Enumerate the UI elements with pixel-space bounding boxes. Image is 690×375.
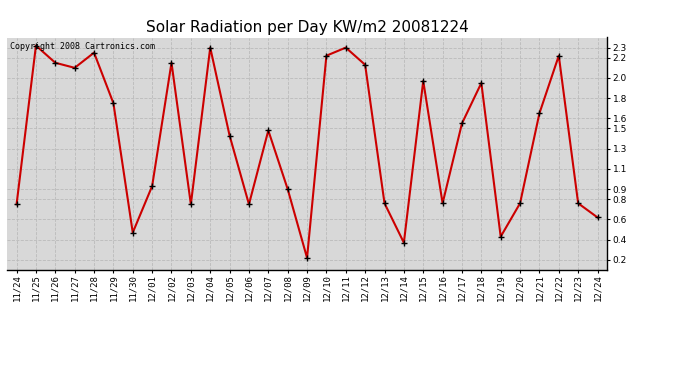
- Text: Copyright 2008 Cartronics.com: Copyright 2008 Cartronics.com: [10, 42, 155, 51]
- Title: Solar Radiation per Day KW/m2 20081224: Solar Radiation per Day KW/m2 20081224: [146, 20, 469, 35]
